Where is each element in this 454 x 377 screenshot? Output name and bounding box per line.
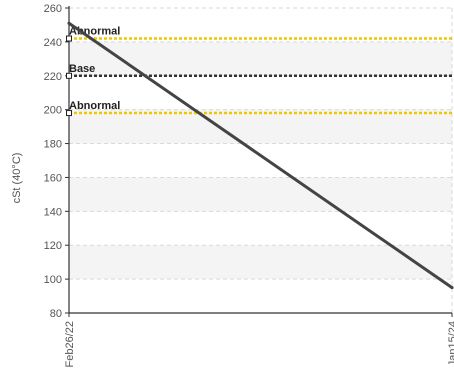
plot-band [69,177,452,212]
plot-band [69,109,452,144]
y-tick-label: 140 [44,206,62,218]
plot-band [69,245,452,280]
reference-label: Abnormal [69,100,120,112]
data-point [450,286,454,290]
y-tick-label: 260 [44,3,62,15]
reference-marker [66,110,72,117]
plot-band [69,41,452,76]
reference-marker [66,72,72,79]
reference-lines: Abnormal Base Abnormal [66,26,452,117]
y-axis-ticks: 80 100 120 140 160 180 200 220 240 260 [44,3,69,320]
y-tick-label: 80 [50,308,62,320]
y-axis-title: cSt (40°C) [11,153,23,204]
reference-marker [66,35,72,42]
data-point [67,21,71,25]
y-tick-label: 180 [44,139,62,151]
reference-label: Base [69,63,95,75]
y-tick-label: 220 [44,71,62,83]
x-axis-ticks: Feb26/22 Jan15/24 [64,313,454,367]
y-tick-label: 200 [44,105,62,117]
x-tick-label: Feb26/22 [64,321,76,367]
x-tick-label: Jan15/24 [447,321,454,366]
series-line [67,21,454,290]
plot-bands [69,41,452,280]
y-tick-label: 160 [44,172,62,184]
y-tick-label: 120 [44,240,62,252]
data-series [67,21,454,290]
y-tick-label: 240 [44,37,62,49]
y-tick-label: 100 [44,274,62,286]
reference-label: Abnormal [69,26,120,38]
axes [68,6,452,314]
